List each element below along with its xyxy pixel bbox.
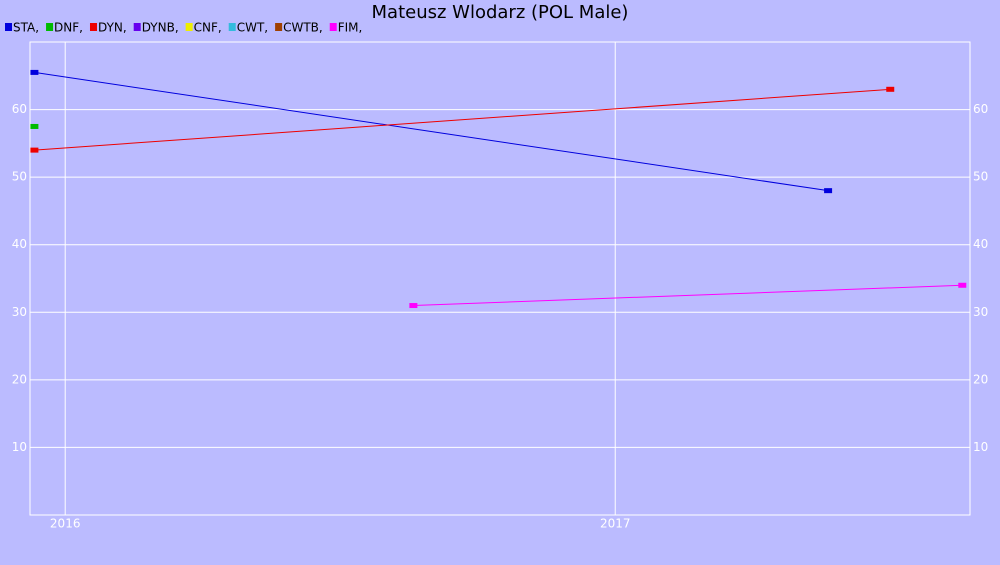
- y2-tick-label: 30: [973, 305, 988, 319]
- legend-swatch: [275, 23, 283, 31]
- legend-label: DYNB,: [142, 21, 179, 35]
- legend-swatch: [228, 23, 236, 31]
- legend-label: CWTB,: [283, 21, 323, 35]
- legend-swatch: [329, 23, 337, 31]
- point: [30, 123, 39, 129]
- x-tick-label: 2016: [50, 517, 81, 531]
- legend-label: DNF,: [54, 21, 83, 35]
- y2-tick-label: 40: [973, 237, 988, 251]
- series-line: [34, 88, 891, 151]
- legend-label: CNF,: [194, 21, 222, 35]
- y2-tick-label: 10: [973, 440, 988, 454]
- y2-tick-label: 50: [973, 170, 988, 184]
- legend-label: FIM,: [338, 21, 363, 35]
- legend-swatch: [133, 23, 141, 31]
- point: [30, 147, 39, 153]
- point: [886, 86, 895, 92]
- legend-label: DYN,: [98, 21, 127, 35]
- y-tick-label: 40: [12, 237, 27, 251]
- legend-swatch: [89, 23, 97, 31]
- series-line: [34, 71, 829, 192]
- y-tick-label: 50: [12, 170, 27, 184]
- y-tick-label: 20: [12, 372, 27, 386]
- point: [30, 69, 39, 75]
- legend-swatch: [46, 23, 54, 31]
- y2-tick-label: 20: [973, 372, 988, 386]
- y-tick-label: 10: [12, 440, 27, 454]
- legend-swatch: [185, 23, 193, 31]
- chart-title: Mateusz Wlodarz (POL Male): [372, 2, 629, 23]
- point: [824, 188, 833, 194]
- legend-swatch: [5, 23, 12, 31]
- y2-tick-label: 60: [973, 102, 988, 116]
- point: [958, 282, 967, 288]
- legend-label: CWT,: [237, 21, 268, 35]
- y-tick-label: 30: [12, 305, 27, 319]
- x-tick-label: 2017: [600, 517, 631, 531]
- point: [409, 303, 418, 309]
- y-tick-label: 60: [12, 102, 27, 116]
- plot-area: [29, 41, 971, 516]
- series-line: [413, 284, 963, 307]
- legend-label: STA,: [13, 21, 39, 35]
